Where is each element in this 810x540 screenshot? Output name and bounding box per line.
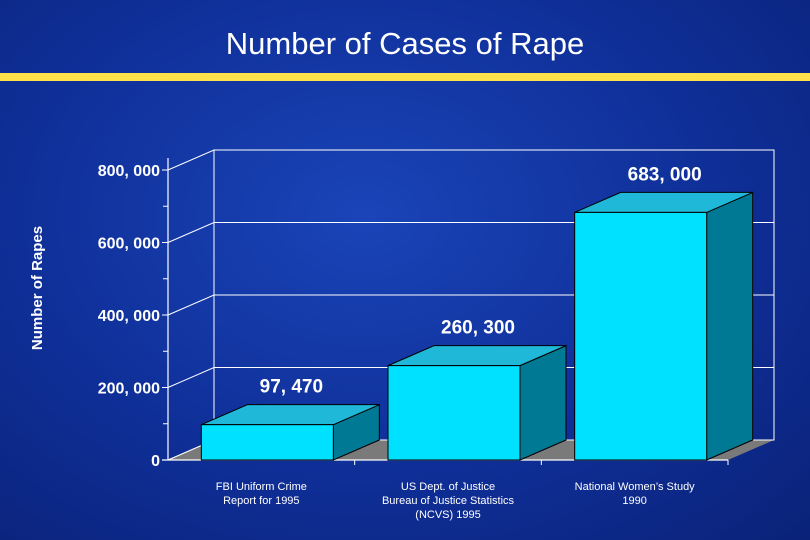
gridline [167, 149, 774, 171]
x-category-label-line: 1990 [622, 495, 646, 507]
chart-title: Number of Cases of Rape [225, 26, 585, 61]
bar-front [574, 211, 708, 461]
x-category-label: National Women’s Study 1990 [575, 481, 696, 507]
y-tick-label: 800, 000 [98, 163, 160, 180]
data-label: 260, 300 [441, 318, 515, 339]
bar-front [200, 424, 334, 461]
bar [574, 191, 754, 461]
y-tick-label: 0 [151, 453, 160, 470]
data-label: 97, 470 [260, 377, 323, 398]
bar-front [387, 365, 521, 461]
x-category-label-line: US Dept. of Justice [401, 481, 495, 493]
x-category-label: FBI Uniform Crime Report for 1995 [216, 481, 307, 507]
x-category-label-line: National Women’s Study [575, 481, 696, 493]
y-tick-label: 200, 000 [98, 381, 160, 398]
y-tick-label: 400, 000 [98, 308, 160, 325]
x-category-label: US Dept. of Justice Bureau of Justice Sta… [382, 481, 515, 521]
x-category-label-line: Report for 1995 [223, 495, 299, 507]
x-category-label-line: (NCVS) 1995 [415, 509, 480, 521]
bar-side [706, 191, 754, 461]
x-category-label-line: FBI Uniform Crime [216, 481, 307, 493]
y-axis-label: Number of Rapes [29, 226, 46, 350]
bar [200, 403, 380, 461]
data-label: 683, 000 [628, 164, 702, 185]
x-category-label-line: Bureau of Justice Statistics [382, 495, 515, 507]
bar [387, 344, 567, 461]
title-rule [0, 73, 810, 81]
y-tick-label: 600, 000 [98, 236, 160, 253]
